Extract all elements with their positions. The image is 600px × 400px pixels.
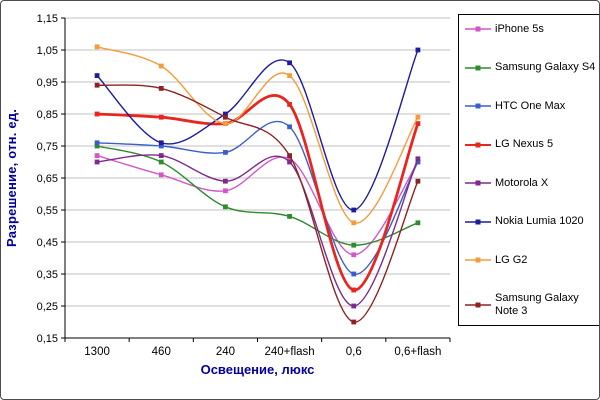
- series-marker: [223, 178, 228, 184]
- legend-item-samsung-galaxy-note-3: Samsung Galaxy Note 3: [465, 292, 597, 317]
- series-marker: [415, 156, 421, 162]
- x-tick-label: 1300: [84, 346, 110, 358]
- series-line-samsung-galaxy-note-3: [97, 84, 419, 323]
- series-marker: [158, 143, 164, 149]
- legend-label: iPhone 5s: [495, 23, 544, 35]
- legend-swatch: [465, 65, 491, 71]
- series-marker: [287, 102, 292, 107]
- series-line-samsung-galaxy-s4: [96, 145, 419, 246]
- legend-label: Samsung Galaxy Note 3: [495, 292, 579, 317]
- series-marker: [94, 111, 100, 117]
- legend: iPhone 5s Samsung Galaxy S4 HTC One Max LG …: [458, 14, 600, 326]
- series-marker: [94, 153, 100, 158]
- x-tick-label: 0,6+flash: [394, 346, 441, 358]
- legend-item-samsung-galaxy-s4: Samsung Galaxy S4: [465, 61, 597, 73]
- series-marker: [94, 73, 100, 78]
- series-marker: [158, 86, 164, 91]
- series-marker: [223, 150, 228, 155]
- series-marker: [223, 111, 228, 117]
- series-marker: [351, 271, 357, 277]
- legend-item-motorola-x: Motorola X: [465, 177, 597, 189]
- series-marker: [287, 73, 292, 78]
- y-tick-label: 0,75: [37, 141, 58, 153]
- series-line-nokia-lumia-1020: [96, 49, 419, 211]
- legend-label: Samsung Galaxy S4: [495, 61, 596, 74]
- series-marker: [415, 178, 421, 184]
- legend-item-nokia-lumia-1020: Nokia Lumia 1020: [465, 215, 597, 227]
- series-marker: [415, 47, 421, 53]
- y-tick-label: 1,05: [37, 45, 58, 57]
- legend-label: LG G2: [495, 253, 528, 266]
- y-tick-label: 0,55: [37, 205, 58, 217]
- series-marker: [287, 153, 292, 158]
- y-tick-label: 0,65: [37, 173, 58, 185]
- series-marker: [94, 143, 100, 149]
- series-marker: [415, 159, 421, 165]
- y-tick-label: 0,85: [37, 109, 58, 121]
- y-tick-label: 0,25: [37, 301, 58, 313]
- series-marker: [158, 153, 164, 158]
- legend-swatch: [465, 142, 491, 148]
- series-marker: [287, 214, 292, 219]
- legend-item-lg-g2: LG G2: [465, 254, 597, 266]
- series-marker: [287, 60, 292, 66]
- series-marker: [415, 114, 421, 120]
- series-marker: [351, 207, 357, 213]
- series-marker: [158, 140, 164, 146]
- series-line-lg-g2: [96, 46, 419, 224]
- legend-swatch: [465, 257, 491, 263]
- series-marker: [158, 63, 164, 69]
- series-marker: [223, 204, 228, 210]
- legend-label: Nokia Lumia 1020: [495, 215, 584, 228]
- y-tick-label: 0,45: [37, 237, 58, 249]
- series-marker: [158, 159, 164, 165]
- series-marker: [94, 159, 100, 165]
- series-marker: [351, 287, 357, 293]
- series-marker: [287, 124, 292, 130]
- y-tick-label: 0,95: [37, 77, 58, 89]
- x-tick-label: 240: [216, 346, 235, 358]
- series-marker: [94, 44, 100, 50]
- series-marker: [351, 319, 357, 325]
- series-marker: [287, 159, 292, 165]
- y-tick-label: 0,35: [37, 269, 58, 281]
- series-marker: [158, 114, 164, 120]
- series-marker: [223, 121, 228, 126]
- legend-item-iphone-5s: iPhone 5s: [465, 23, 597, 35]
- series-marker: [94, 82, 100, 88]
- legend-swatch: [465, 103, 491, 109]
- series-marker: [351, 303, 357, 309]
- y-axis-title: Разрешение, отн. ед.: [4, 108, 19, 248]
- x-tick-label: 240+flash: [264, 346, 314, 358]
- series-line-htc-one-max: [97, 120, 419, 275]
- series-marker: [223, 114, 228, 120]
- series-marker: [158, 172, 164, 178]
- series-marker: [351, 252, 357, 258]
- x-tick-label: 460: [152, 346, 171, 358]
- legend-label: LG Nexus 5: [495, 138, 554, 151]
- series-marker: [415, 121, 421, 126]
- series-marker: [351, 242, 357, 248]
- series-line-iphone-5s: [96, 154, 419, 256]
- legend-swatch: [465, 180, 491, 186]
- series-marker: [351, 220, 357, 226]
- x-axis-title: Освещение, люкс: [200, 362, 315, 377]
- series-marker: [415, 220, 421, 226]
- legend-item-lg-nexus-5: LG Nexus 5: [465, 138, 597, 150]
- y-tick-label: 1,15: [37, 13, 58, 25]
- x-tick-label: 0,6: [346, 346, 362, 358]
- series-line-lg-nexus-5: [97, 94, 420, 292]
- legend-swatch: [465, 302, 491, 308]
- y-tick-label: 0,15: [37, 333, 58, 345]
- legend-swatch: [465, 26, 491, 32]
- series-marker: [287, 156, 292, 162]
- legend-label: Motorola X: [495, 176, 549, 189]
- legend-label: HTC One Max: [495, 99, 566, 112]
- legend-swatch: [465, 219, 491, 224]
- series-marker: [94, 140, 100, 146]
- series-marker: [223, 188, 228, 194]
- legend-item-htc-one-max: HTC One Max: [465, 100, 597, 112]
